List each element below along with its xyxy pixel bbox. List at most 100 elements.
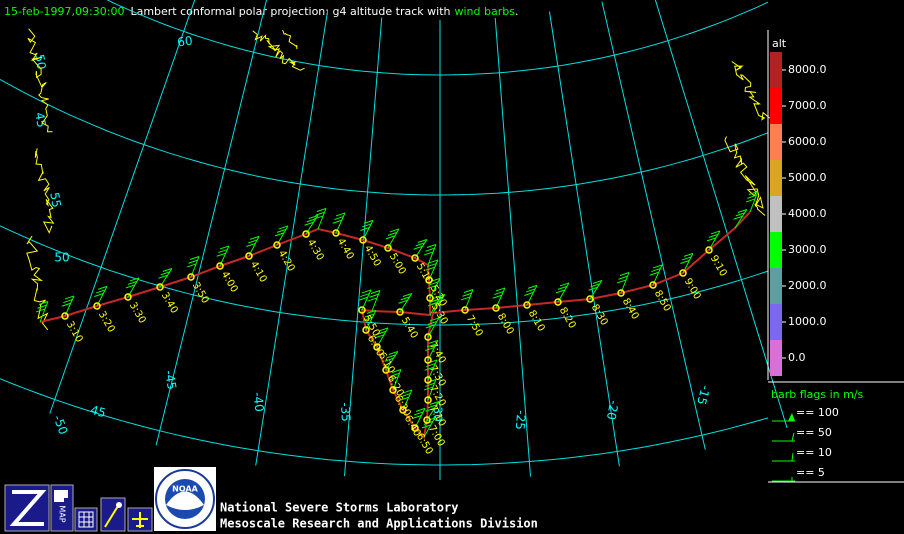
map-icon-label: MAP xyxy=(58,505,67,522)
wind-barb-flag xyxy=(425,382,435,387)
colorbar-segment xyxy=(770,160,782,196)
wind-barb-flag xyxy=(63,299,73,304)
wind-barb-flag xyxy=(385,235,396,240)
wind-barb-flag xyxy=(160,271,170,276)
track-time-label: 8:30 xyxy=(589,303,610,328)
footer-line2: Mesoscale Research and Applications Divi… xyxy=(220,517,538,531)
wind-barb-flag xyxy=(429,317,440,322)
wind-barb-flag xyxy=(494,291,504,296)
grid-button[interactable] xyxy=(74,507,98,532)
track-point xyxy=(396,308,404,316)
wind-barb-flag xyxy=(335,212,346,217)
colorbar-segment xyxy=(770,340,782,376)
wind-barb-flag xyxy=(415,242,425,247)
track-point xyxy=(424,396,432,404)
wind-barb-flag xyxy=(400,296,410,301)
track-point xyxy=(423,416,431,424)
track-point xyxy=(245,252,253,260)
track-point xyxy=(359,236,367,244)
wind-barb-flag xyxy=(219,245,230,250)
track-point xyxy=(93,302,101,310)
wind-barb-flag xyxy=(363,317,373,321)
wind-barb-flag xyxy=(361,289,372,294)
track-point xyxy=(332,229,340,237)
wind-barb-flag xyxy=(246,243,256,247)
track-time-label: 6:10 xyxy=(376,351,397,376)
wind-barb-flag xyxy=(127,280,138,285)
wind-barb-flag xyxy=(414,411,424,416)
track-time-label: 9:00 xyxy=(682,277,703,302)
wind-barb-flag xyxy=(460,296,471,301)
wind-barb-flag xyxy=(218,249,228,254)
wind-barb-flag xyxy=(363,219,374,224)
wind-barb-flag xyxy=(427,343,437,348)
wind-barb-flag xyxy=(559,282,570,287)
colorbar-label: 3000.0 xyxy=(788,243,827,256)
track-point xyxy=(424,376,432,384)
grid-icon xyxy=(78,511,94,528)
colorbar-label: 1000.0 xyxy=(788,315,827,328)
colorbar-label: 5000.0 xyxy=(788,171,827,184)
wind-barb-flag xyxy=(555,289,566,294)
wind-barb-flag xyxy=(425,247,435,252)
wind-barb-flag xyxy=(387,231,398,236)
wind-barb-flag xyxy=(462,292,472,297)
wind-barb-flag xyxy=(680,260,690,264)
wind-barb-flag xyxy=(526,288,536,293)
wind-barb-flag xyxy=(389,228,400,233)
wind-barb-flag xyxy=(162,268,173,272)
barb-legend-item: == 50 xyxy=(796,426,832,439)
wind-barb-flag xyxy=(427,263,437,268)
header-date: 15-feb-1997,09:30:00 xyxy=(4,5,124,18)
wind-barb-flag xyxy=(186,263,197,268)
track-point xyxy=(156,283,164,291)
track-point xyxy=(61,312,69,320)
wind-barb-flag xyxy=(388,376,399,381)
track-time-label: 7:50 xyxy=(464,314,485,339)
wind-barb-flag xyxy=(308,215,319,219)
wind-barb-flag xyxy=(249,235,260,240)
longitude-line xyxy=(601,1,706,450)
aircraft-icon xyxy=(132,512,148,528)
wind-barb-flag xyxy=(618,275,628,280)
track-point xyxy=(389,386,397,394)
track-point xyxy=(679,269,687,277)
wind-barb-staff xyxy=(432,294,446,314)
wind-barb-flag xyxy=(332,219,342,224)
footer-line1: National Severe Storms Laboratory xyxy=(220,501,458,515)
colorbar-label: 2000.0 xyxy=(788,279,827,292)
track-time-label: 4:50 xyxy=(362,244,383,269)
wind-barb-flag xyxy=(367,297,378,302)
wind-barb-flag xyxy=(747,194,757,199)
latitude-line xyxy=(0,78,769,196)
colorbar-segment xyxy=(770,88,782,124)
wind-barb-staff xyxy=(423,417,436,438)
header-end: . xyxy=(515,5,519,18)
wind-barb-flag xyxy=(374,334,385,339)
coastline xyxy=(252,30,305,71)
latitude-line xyxy=(106,0,769,76)
coastline xyxy=(282,29,298,50)
track-point xyxy=(424,333,432,341)
wind-barb-flag xyxy=(38,301,49,305)
track-point xyxy=(382,366,390,374)
wind-barb-flag xyxy=(426,244,437,248)
latitude-label: 45 xyxy=(32,111,48,128)
wind-barb-flag xyxy=(428,259,439,264)
wind-barb-flag xyxy=(426,363,436,368)
header-text: Lambert conformal polar projection: g4 a… xyxy=(130,5,450,18)
wind-barb-flag xyxy=(431,300,441,305)
wind-barb-flag xyxy=(557,285,568,290)
track-time-label: 4:20 xyxy=(276,249,297,274)
barb-sample-flag xyxy=(791,432,795,442)
longitude-line xyxy=(494,17,532,477)
longitude-label: -35 xyxy=(338,402,353,422)
track-time-label: 3:50 xyxy=(190,281,211,306)
barb-legend-item: == 10 xyxy=(796,446,832,459)
track-point xyxy=(124,293,132,301)
track-time-label: 4:10 xyxy=(248,260,269,285)
colorbar-label: 4000.0 xyxy=(788,207,827,220)
track-time-label: 4:30 xyxy=(305,238,326,263)
latitude-label: 45 xyxy=(89,403,107,420)
